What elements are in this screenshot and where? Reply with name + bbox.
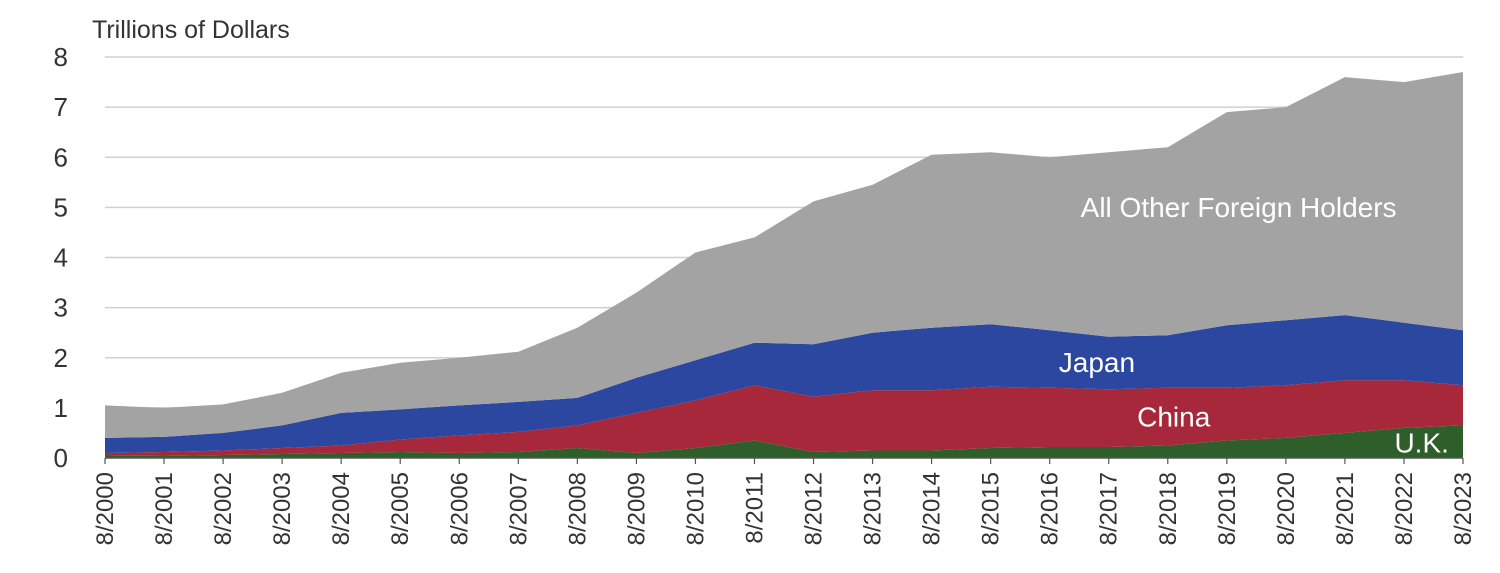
series-label-all-other-foreign-holders: All Other Foreign Holders bbox=[1081, 192, 1397, 223]
x-tick-label: 8/2000 bbox=[92, 472, 119, 545]
x-tick-label: 8/2018 bbox=[1155, 472, 1182, 545]
series-areas bbox=[105, 72, 1463, 459]
x-tick-label: 8/2017 bbox=[1096, 472, 1123, 545]
series-area-u-k bbox=[105, 425, 1463, 458]
x-tick-label: 8/2010 bbox=[682, 472, 709, 545]
y-tick-label: 5 bbox=[54, 192, 68, 222]
x-tick-label: 8/2012 bbox=[801, 472, 828, 545]
y-tick-label: 3 bbox=[54, 293, 68, 323]
x-tick-label: 8/2021 bbox=[1332, 472, 1359, 545]
y-axis-title: Trillions of Dollars bbox=[92, 16, 290, 44]
x-tick-label: 8/2023 bbox=[1450, 472, 1477, 545]
x-tick-label: 8/2004 bbox=[328, 472, 355, 545]
x-tick-label: 8/2015 bbox=[978, 472, 1005, 545]
x-tick-label: 8/2011 bbox=[742, 472, 769, 544]
x-tick-label: 8/2006 bbox=[446, 472, 473, 545]
x-tick-label: 8/2009 bbox=[623, 472, 650, 545]
y-tick-label: 7 bbox=[54, 92, 68, 122]
y-axis-ticks: 0 1 2 3 4 5 6 7 8 bbox=[54, 42, 68, 473]
series-area-japan bbox=[105, 315, 1463, 453]
series-label-u-k: U.K. bbox=[1394, 428, 1448, 459]
x-tick-label: 8/2007 bbox=[505, 472, 532, 545]
x-tick-label: 8/2002 bbox=[210, 472, 237, 545]
x-tick-label: 8/2008 bbox=[564, 472, 591, 545]
x-tick-label: 8/2001 bbox=[151, 472, 178, 545]
y-tick-label: 1 bbox=[54, 393, 68, 423]
series-label-japan: Japan bbox=[1059, 347, 1135, 378]
x-axis-ticks: 8/2000 8/2001 8/2002 8/2003 8/2004 8/2005 8/20… bbox=[92, 458, 1477, 545]
x-tick-label: 8/2020 bbox=[1273, 472, 1300, 545]
series-area-china bbox=[105, 380, 1463, 456]
x-tick-label: 8/2022 bbox=[1391, 472, 1418, 545]
x-tick-label: 8/2003 bbox=[269, 472, 296, 545]
x-tick-label: 8/2016 bbox=[1037, 472, 1064, 545]
series-label-china: China bbox=[1137, 401, 1211, 432]
x-tick-label: 8/2019 bbox=[1214, 472, 1241, 545]
x-tick-label: 8/2013 bbox=[860, 472, 887, 545]
y-tick-label: 0 bbox=[54, 443, 68, 473]
x-tick-label: 8/2005 bbox=[387, 472, 414, 545]
y-tick-label: 2 bbox=[54, 343, 68, 373]
y-tick-label: 6 bbox=[54, 142, 68, 172]
x-tick-label: 8/2014 bbox=[919, 472, 946, 545]
y-tick-label: 4 bbox=[54, 243, 68, 273]
y-tick-label: 8 bbox=[54, 42, 68, 72]
series-area-all-other-foreign-holders bbox=[105, 72, 1463, 438]
